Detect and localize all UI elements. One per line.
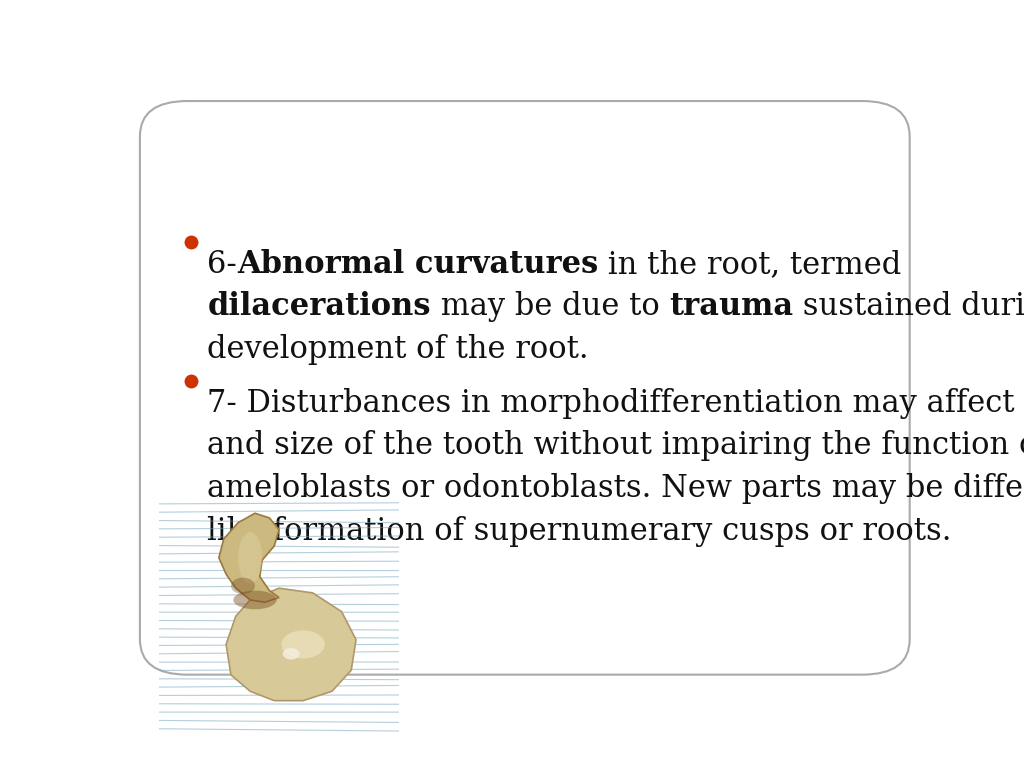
Polygon shape — [226, 588, 356, 700]
Polygon shape — [219, 513, 279, 602]
Text: Abnormal curvatures: Abnormal curvatures — [238, 249, 598, 280]
Text: dilacerations: dilacerations — [207, 291, 431, 323]
Text: and size of the tooth without impairing the function of the: and size of the tooth without impairing … — [207, 430, 1024, 462]
Ellipse shape — [233, 591, 276, 609]
FancyBboxPatch shape — [140, 101, 909, 674]
Text: sustained during: sustained during — [794, 291, 1024, 323]
Text: 7- Disturbances in morphodifferentiation may affect the form: 7- Disturbances in morphodifferentiation… — [207, 388, 1024, 419]
Text: development of the root.: development of the root. — [207, 334, 589, 365]
Ellipse shape — [283, 648, 299, 660]
Ellipse shape — [282, 631, 325, 658]
Text: in the root, termed: in the root, termed — [598, 249, 901, 280]
Text: may be due to: may be due to — [431, 291, 670, 323]
Text: trauma: trauma — [670, 291, 794, 323]
Text: like formation of supernumerary cusps or roots.: like formation of supernumerary cusps or… — [207, 515, 952, 547]
Text: 6-: 6- — [207, 249, 238, 280]
Ellipse shape — [231, 578, 255, 594]
Ellipse shape — [239, 532, 262, 584]
Text: ameloblasts or odontoblasts. New parts may be differentiated: ameloblasts or odontoblasts. New parts m… — [207, 473, 1024, 504]
